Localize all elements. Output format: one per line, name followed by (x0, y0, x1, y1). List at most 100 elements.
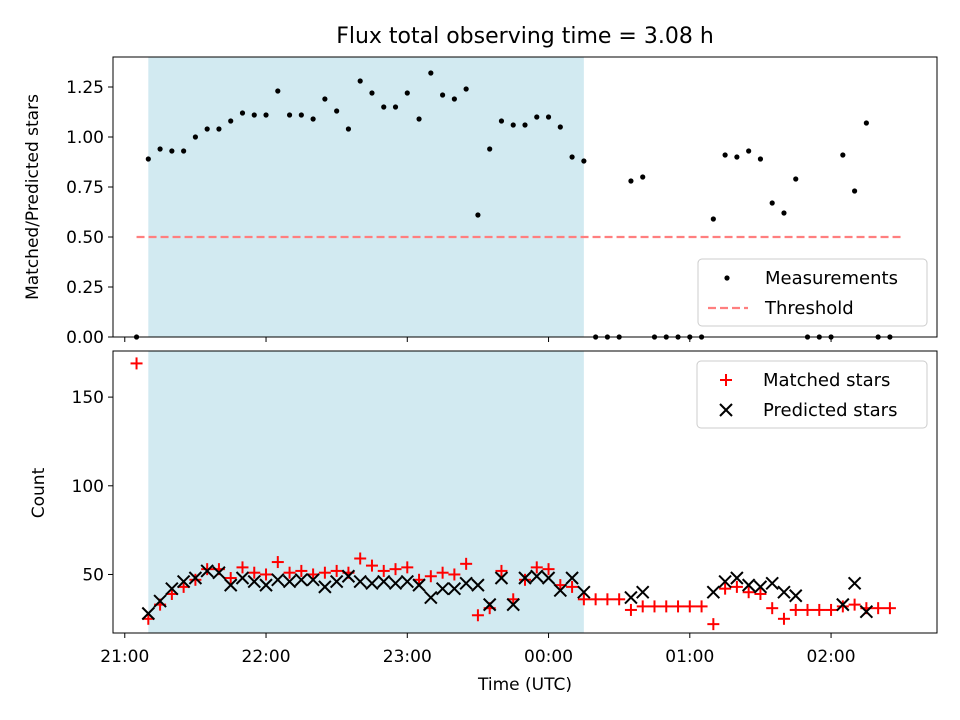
matched-stars-point (260, 568, 273, 581)
matched-stars-point (766, 602, 779, 615)
top-ytick-label: 1.00 (66, 128, 104, 148)
predicted-stars-point (624, 590, 638, 605)
predicted-stars-point (329, 574, 344, 589)
predicted-stars-point (718, 574, 732, 589)
predicted-stars-point (412, 578, 426, 592)
measurement-point (451, 96, 457, 102)
measurement-point (298, 112, 304, 118)
legend-predicted-label: Predicted stars (763, 400, 897, 421)
measurement-point (369, 90, 375, 96)
predicted-stars-point (341, 569, 356, 583)
matched-stars-point (742, 586, 755, 599)
measurement-point (169, 148, 175, 154)
measurement-point (487, 146, 493, 152)
predicted-stars-point (506, 597, 520, 612)
predicted-stars-point (565, 571, 579, 585)
predicted-stars-point (636, 585, 650, 599)
matched-stars-point (365, 559, 378, 572)
measurement-point (569, 154, 575, 160)
predicted-stars-point (741, 578, 756, 592)
bottom-axes-frame (112, 350, 938, 634)
measurement-point (510, 122, 516, 128)
predicted-stars-point (459, 576, 473, 591)
measurement-point (769, 200, 775, 206)
matched-stars-point (377, 564, 390, 577)
matched-stars-point (836, 600, 849, 613)
measurement-point (863, 120, 869, 126)
predicted-stars-point (577, 585, 591, 599)
matched-stars-point (777, 612, 790, 625)
chart-title: Flux total observing time = 3.08 h (336, 24, 714, 49)
matched-stars-point (389, 563, 402, 576)
bottom-shaded-interval (148, 351, 584, 633)
matched-stars-point (683, 600, 696, 613)
bottom-legend-box (696, 360, 928, 429)
matched-stars-point (801, 603, 814, 616)
predicted-stars-point (271, 573, 285, 587)
xtick-label: 00:00 (524, 647, 573, 667)
predicted-stars-point (859, 605, 874, 619)
predicted-stars-point (306, 573, 320, 587)
matched-stars-point (883, 602, 896, 615)
matched-stars-point (354, 552, 367, 565)
measurement-point (746, 148, 752, 154)
measurement-point (416, 116, 422, 122)
predicted-stars-point (247, 574, 261, 589)
top-shaded-interval (148, 57, 584, 337)
predicted-stars-point (518, 571, 532, 585)
matched-stars-point (660, 600, 673, 613)
bottom-ytick-label: 150 (72, 388, 104, 408)
predicted-stars-point (176, 574, 191, 589)
bottom-legend: Matched stars Predicted stars (696, 360, 928, 429)
legend-measurements-marker (724, 275, 730, 281)
measurement-point (251, 112, 257, 118)
measurement-point (581, 158, 587, 164)
matched-stars-point (436, 566, 449, 579)
matched-stars-point (471, 609, 484, 622)
x-axis-label: Time (UTC) (477, 675, 572, 695)
matched-stars-point (848, 598, 861, 611)
predicted-stars-point (153, 594, 167, 608)
measurement-point (157, 146, 163, 152)
matched-stars-point (695, 600, 708, 613)
measurement-point (498, 118, 505, 124)
matched-stars-point (624, 603, 637, 616)
bottom-ytick-label: 50 (82, 565, 104, 585)
predicted-stars-point (377, 574, 391, 589)
matched-stars-point (530, 561, 543, 574)
predicted-stars-point (165, 581, 179, 596)
top-ytick-label: 0.25 (66, 278, 104, 298)
legend-matched-label: Matched stars (763, 370, 890, 391)
matched-stars-point (330, 564, 343, 577)
predicted-stars-point (789, 589, 803, 603)
matched-stars-point (566, 580, 579, 593)
predicted-stars-point (730, 571, 744, 585)
matched-stars-point (589, 593, 602, 606)
predicted-stars-point (494, 571, 509, 585)
measurement-point (440, 92, 446, 98)
top-legend: Measurements Threshold (697, 258, 928, 327)
predicted-stars-point (706, 585, 721, 599)
predicted-stars-point (541, 571, 556, 585)
measurement-point (545, 114, 552, 120)
matched-stars-point (601, 593, 614, 606)
measurement-point (640, 174, 646, 180)
predicted-stars-point (553, 583, 568, 598)
predicted-stars-point (141, 606, 156, 621)
matched-stars-point (719, 582, 732, 595)
bottom-ytick-label: 100 (72, 477, 104, 497)
matched-stars-point (519, 573, 531, 586)
xtick-label: 22:00 (242, 647, 291, 667)
predicted-stars-point (400, 574, 414, 589)
predicted-stars-point (471, 578, 485, 592)
measurement-point (628, 178, 634, 184)
measurement-point (522, 122, 528, 128)
predicted-stars-point (765, 576, 779, 591)
predicted-stars-point (753, 580, 768, 594)
measurement-point (263, 112, 269, 118)
matched-stars-point (577, 593, 590, 606)
matched-stars-point (460, 557, 473, 570)
top-y-axis-label: Matched/Predicted stars (23, 94, 43, 300)
predicted-stars-point (224, 578, 238, 592)
